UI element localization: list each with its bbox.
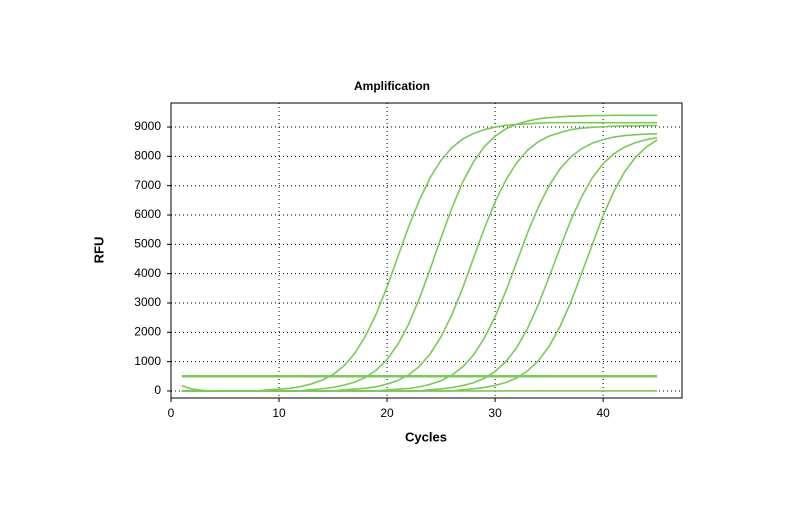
y-tick-label: 9000 (134, 119, 161, 133)
y-axis-label: RFU (91, 237, 106, 264)
x-tick-label: 20 (380, 406, 394, 420)
x-axis-label: Cycles (405, 429, 447, 444)
amplification-curve (181, 384, 658, 392)
plot-frame (170, 102, 683, 399)
chart-title: Amplification (354, 79, 430, 93)
y-tick-label: 4000 (134, 266, 161, 280)
x-tick-label: 10 (272, 406, 286, 420)
y-tick-label: 2000 (134, 324, 161, 338)
y-tick-label: 6000 (134, 207, 161, 221)
x-tick-label: 40 (596, 406, 610, 420)
x-tick-label: 30 (488, 406, 502, 420)
y-tick-label: 3000 (134, 295, 161, 309)
y-tick-label: 0 (154, 383, 161, 397)
x-tick-label: 0 (168, 406, 175, 420)
y-tick-label: 5000 (134, 237, 161, 251)
y-tick-label: 1000 (134, 354, 161, 368)
y-tick-label: 7000 (134, 178, 161, 192)
y-tick-label: 8000 (134, 149, 161, 163)
